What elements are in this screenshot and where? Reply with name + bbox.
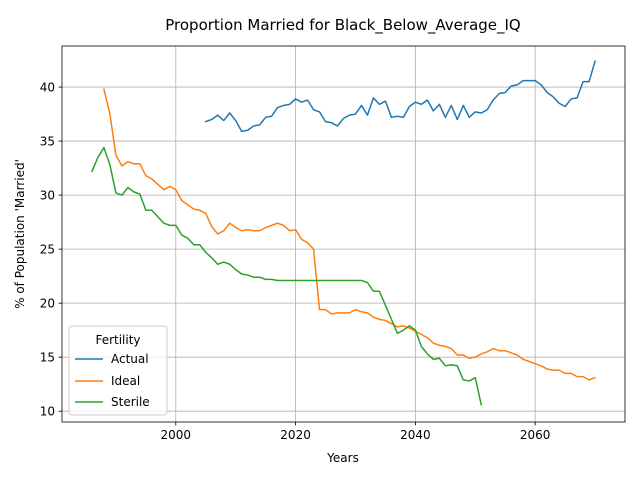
y-tick-label: 20	[40, 297, 55, 311]
x-tick-label: 2060	[520, 428, 551, 442]
legend-title: Fertility	[95, 333, 140, 347]
y-tick-label: 25	[40, 243, 55, 257]
series-line-ideal	[103, 88, 597, 381]
y-tick-label: 15	[40, 351, 55, 365]
y-tick-label: 35	[40, 135, 55, 149]
y-tick-label: 10	[40, 405, 55, 419]
y-tick-label: 30	[40, 189, 55, 203]
x-tick-label: 2000	[161, 428, 192, 442]
x-axis-label: Years	[326, 451, 359, 465]
legend-label-ideal: Ideal	[111, 374, 140, 388]
y-axis-label: % of Population 'Married'	[13, 159, 27, 309]
chart-title: Proportion Married for Black_Below_Avera…	[165, 16, 521, 35]
series-line-sterile	[90, 146, 483, 406]
x-tick-label: 2020	[280, 428, 311, 442]
plot-frame	[61, 45, 626, 423]
legend-label-actual: Actual	[111, 352, 149, 366]
legend-label-sterile: Sterile	[111, 395, 150, 409]
legend: Fertility Actual Ideal Sterile	[68, 325, 168, 416]
y-tick-label: 40	[40, 81, 55, 95]
series-line-actual	[204, 60, 596, 133]
axis-ticks: 2000 2020 2040 2060 10 15 20 25 30 35 40	[40, 81, 551, 442]
x-tick-label: 2040	[400, 428, 431, 442]
legend-box	[68, 325, 168, 416]
series-lines	[90, 60, 597, 406]
